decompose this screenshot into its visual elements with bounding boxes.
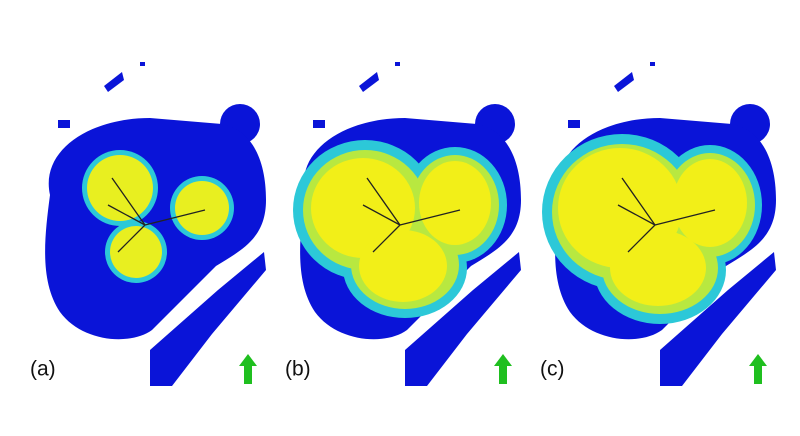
panel-label: (b) [285,358,311,381]
panel-c [542,62,776,386]
panel-b [293,62,521,386]
panel-label: (c) [540,358,565,381]
panel-a [45,62,266,386]
panel-label: (a) [30,358,56,381]
